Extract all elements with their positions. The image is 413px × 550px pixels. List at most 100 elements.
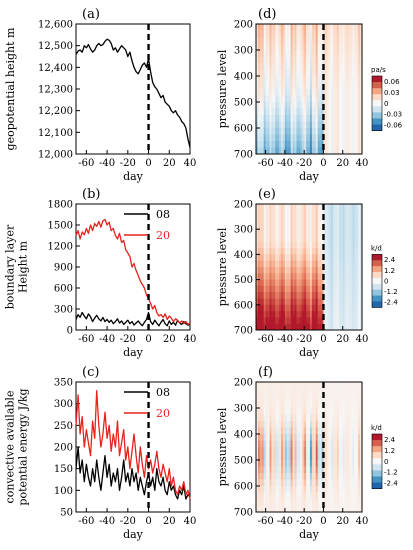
heatmap-cell: [338, 447, 342, 454]
heatmap-cell: [346, 447, 349, 454]
heatmap-cell: [269, 254, 272, 262]
heatmap-cell: [352, 69, 355, 77]
heatmap-cell: [338, 388, 342, 396]
heatmap-cell: [358, 260, 361, 268]
heatmap-cell: [288, 210, 292, 217]
heatmap-cell: [325, 235, 328, 243]
heatmap-cell: [325, 479, 328, 487]
heatmap-cell: [327, 395, 330, 402]
heatmap-cell: [296, 89, 299, 96]
heatmap-cell: [279, 453, 282, 461]
heatmap-cell: [315, 414, 319, 422]
heatmap-cell: [282, 292, 286, 299]
heatmap-cell: [311, 473, 315, 480]
heatmap-cell: [346, 43, 349, 51]
heatmap-cell: [288, 108, 292, 116]
heatmap-cell: [298, 204, 301, 211]
heatmap-cell: [356, 30, 359, 38]
heatmap-cell: [282, 50, 286, 57]
heatmap-cell: [356, 414, 359, 422]
heatmap-cell: [360, 323, 363, 331]
heatmap-cell: [356, 56, 359, 64]
heatmap-cell: [259, 260, 263, 268]
heatmap-cell: [315, 466, 319, 474]
heatmap-cell: [304, 254, 307, 262]
heatmap-cell: [329, 414, 332, 422]
heatmap-cell: [360, 460, 363, 467]
heatmap-cell: [284, 89, 288, 96]
colorbar-segment: [372, 277, 382, 285]
colorbar-segment: [372, 470, 382, 477]
heatmap-cell: [356, 37, 359, 44]
heatmap-cell: [271, 216, 274, 224]
heatmap-cell: [261, 317, 265, 325]
heatmap-cell: [265, 56, 268, 64]
colorbar-segment: [372, 100, 382, 107]
heatmap-cell: [282, 317, 286, 325]
heatmap-cell: [335, 317, 338, 325]
heatmap-cell: [259, 216, 263, 224]
heatmap-cell: [327, 134, 330, 142]
heatmap-cell: [265, 89, 268, 96]
heatmap-cell: [259, 401, 263, 409]
heatmap-cell: [356, 304, 359, 312]
heatmap-cell: [294, 76, 297, 83]
heatmap-cell: [327, 43, 330, 51]
heatmap-cell: [294, 499, 297, 506]
heatmap-cell: [319, 56, 322, 64]
heatmap-cell: [269, 421, 272, 428]
legend-label: 20: [156, 407, 170, 420]
heatmap-cell: [261, 479, 265, 487]
heatmap-cell: [259, 285, 263, 293]
heatmap-cell: [284, 395, 288, 402]
heatmap-cell: [336, 50, 340, 57]
heatmap-cell: [340, 216, 344, 224]
heatmap-cell: [313, 460, 317, 467]
heatmap-cell: [327, 499, 330, 506]
heatmap-cell: [261, 298, 265, 306]
heatmap-cell: [352, 486, 355, 493]
heatmap-cell: [290, 210, 294, 217]
heatmap-cell: [267, 43, 270, 51]
heatmap-cell: [311, 56, 315, 64]
heatmap-cell: [311, 210, 315, 217]
heatmap-cell: [342, 254, 346, 262]
heatmap-cell: [263, 128, 267, 135]
heatmap-cell: [356, 466, 359, 474]
heatmap-cell: [335, 204, 338, 211]
heatmap-cell: [286, 311, 290, 318]
heatmap-cell: [308, 317, 311, 325]
heatmap-cell: [323, 408, 326, 415]
heatmap-cell: [281, 401, 284, 409]
heatmap-cell: [261, 43, 265, 51]
x-tick-label: 40: [356, 334, 369, 345]
heatmap-cell: [275, 323, 278, 331]
heatmap-cell: [354, 147, 357, 155]
heatmap-cell: [257, 440, 261, 448]
heatmap-cell: [340, 447, 344, 454]
heatmap-cell: [311, 466, 315, 474]
heatmap-cell: [294, 216, 297, 224]
heatmap-cell: [315, 102, 319, 109]
heatmap-cell: [296, 382, 299, 389]
heatmap-cell: [335, 267, 338, 274]
heatmap-cell: [257, 279, 261, 287]
heatmap-cell: [340, 69, 344, 77]
heatmap-cell: [265, 254, 268, 262]
heatmap-cell: [340, 235, 344, 243]
heatmap-cell: [346, 37, 349, 44]
heatmap-cell: [265, 82, 268, 90]
heatmap-cell: [335, 401, 338, 409]
heatmap-cell: [263, 76, 267, 83]
heatmap-cell: [306, 121, 309, 129]
heatmap-cell: [267, 30, 270, 38]
heatmap-cell: [336, 267, 340, 274]
heatmap-cell: [296, 427, 299, 435]
heatmap-cell: [259, 121, 263, 129]
heatmap-cell: [317, 473, 320, 480]
heatmap-cell: [356, 50, 359, 57]
heatmap-cell: [265, 235, 268, 243]
heatmap-cell: [309, 254, 313, 262]
heatmap-cell: [348, 460, 351, 467]
heatmap-cell: [275, 408, 278, 415]
